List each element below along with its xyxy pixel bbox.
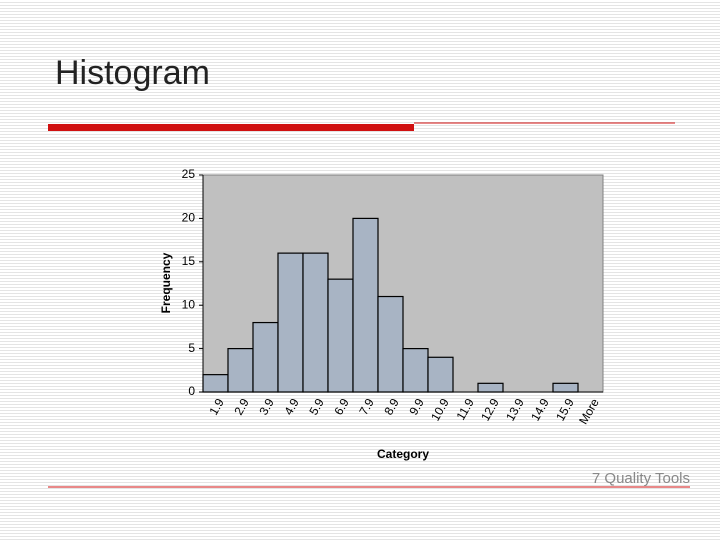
x-tick-label: 1.9 (206, 396, 227, 418)
y-axis-label: Frequency (159, 252, 173, 313)
x-axis-label: Category (377, 447, 429, 461)
bar (327, 278, 354, 393)
slide-footer: 7 Quality Tools (592, 470, 690, 487)
x-tick-label: 12.9 (478, 396, 502, 424)
x-tick-label: 13.9 (503, 396, 527, 424)
y-tick-label: 20 (182, 211, 196, 225)
bar (427, 356, 454, 393)
bar (202, 374, 229, 393)
x-tick-label: 8.9 (381, 396, 402, 418)
bar (252, 321, 279, 393)
bar (377, 295, 404, 393)
slide-title: Histogram (55, 54, 210, 92)
x-tick-label: 7.9 (356, 396, 377, 418)
y-tick-label: 10 (182, 297, 196, 311)
x-tick-label: More (576, 396, 602, 427)
x-tick-label: 10.9 (428, 396, 452, 424)
x-tick-label: 4.9 (281, 396, 302, 418)
y-tick-label: 25 (182, 167, 196, 181)
bar (302, 252, 329, 393)
x-tick-label: 11.9 (453, 396, 477, 423)
bar (552, 382, 579, 393)
x-tick-label: 6.9 (331, 396, 352, 418)
x-tick-label: 15.9 (553, 396, 577, 424)
bar (277, 252, 304, 393)
x-tick-label: 5.9 (306, 396, 327, 418)
x-tick-label: 9.9 (406, 396, 427, 418)
bar (352, 217, 379, 393)
bar (227, 348, 254, 393)
x-tick-label: 14.9 (528, 396, 552, 424)
y-tick-label: 15 (182, 254, 196, 268)
bar (402, 348, 429, 393)
bar (477, 382, 504, 393)
y-tick-label: 0 (188, 384, 195, 398)
title-accent-bar (48, 124, 414, 131)
x-tick-label: 3.9 (256, 396, 277, 418)
y-tick-label: 5 (188, 341, 195, 355)
x-tick-label: 2.9 (231, 396, 252, 418)
